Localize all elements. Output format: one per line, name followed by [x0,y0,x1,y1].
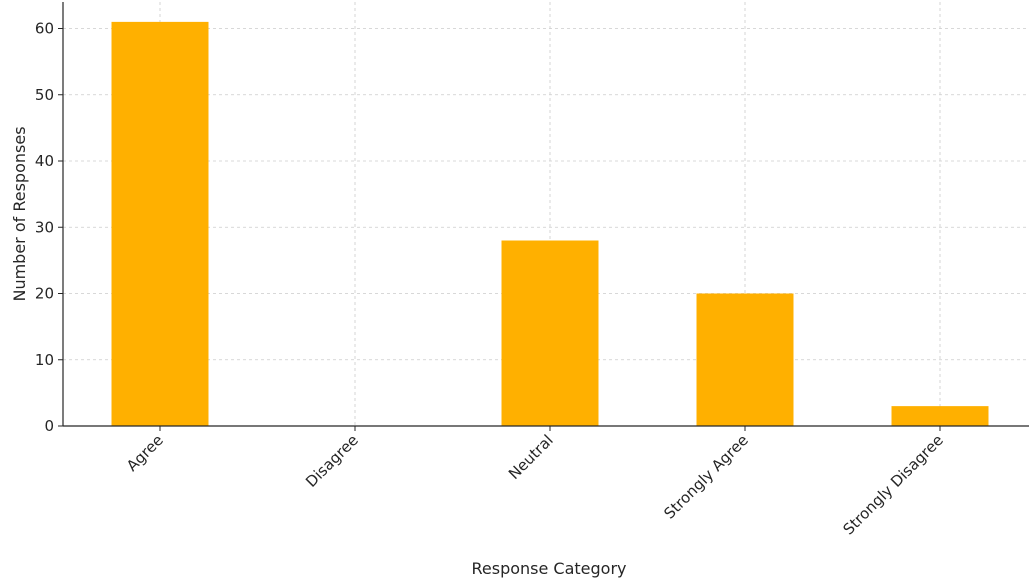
bar-strongly-disagree [891,406,989,426]
axes-layer [62,2,1029,427]
y-axis-title: Number of Responses [10,126,29,301]
x-tick-label: Strongly Disagree [839,431,946,538]
grid-layer [63,2,1029,427]
x-tick-label: Strongly Agree [660,431,751,522]
x-tick-label: Neutral [505,431,557,483]
y-tick-label: 50 [35,86,54,104]
x-tick-label: Agree [123,431,167,475]
bar-agree [111,21,209,426]
x-axis-title: Response Category [471,559,626,578]
y-tick-label: 20 [35,285,54,303]
y-tick-label: 30 [35,218,54,236]
bar-strongly-agree [696,293,794,426]
y-tick-label: 40 [35,152,54,170]
y-tick-label: 0 [44,417,54,435]
bars-layer [111,21,989,426]
x-tick-label: Disagree [302,431,362,491]
y-tick-label: 10 [35,351,54,369]
bar-neutral [501,240,599,426]
y-tick-label: 60 [35,20,54,38]
